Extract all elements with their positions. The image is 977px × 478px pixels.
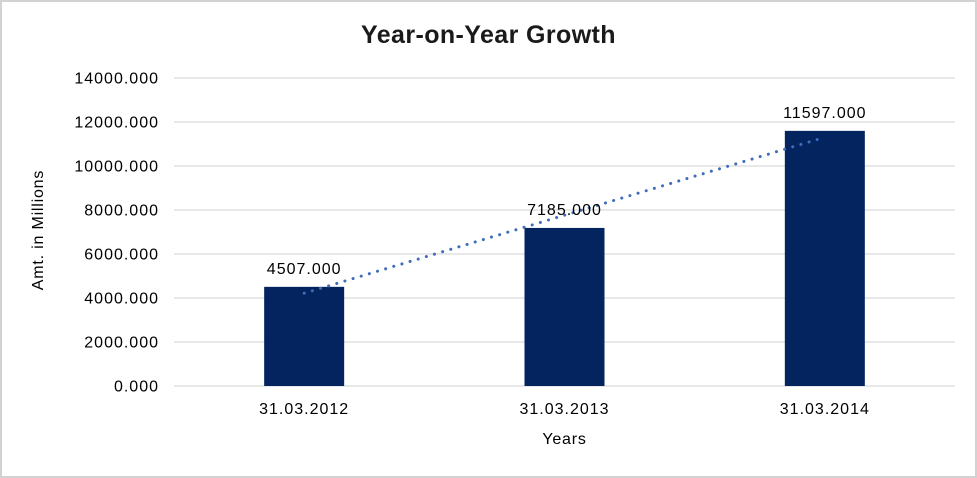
y-tick-label: 6000.000 — [84, 247, 159, 264]
bar-value-label: 11597.000 — [783, 105, 866, 122]
y-tick-label: 2000.000 — [84, 335, 159, 352]
bar — [264, 286, 345, 386]
y-tick-label: 14000.000 — [74, 71, 159, 88]
x-axis-title: Years — [542, 431, 587, 448]
x-tick-label: 31.03.2014 — [780, 401, 870, 418]
bar — [784, 130, 865, 386]
trendline — [302, 135, 827, 295]
x-tick-label: 31.03.2013 — [519, 401, 609, 418]
y-tick-label: 0.000 — [114, 379, 159, 396]
bar — [524, 227, 605, 386]
chart-title: Year-on-Year Growth — [361, 21, 616, 49]
y-tick-label: 8000.000 — [84, 203, 159, 220]
bar-value-label: 4507.000 — [267, 261, 342, 278]
y-tick-label: 4000.000 — [84, 291, 159, 308]
y-tick-label: 10000.000 — [74, 159, 159, 176]
x-tick-label: 31.03.2012 — [259, 401, 349, 418]
bar-value-label: 7185.000 — [527, 202, 602, 219]
y-tick-label: 12000.000 — [74, 115, 159, 132]
